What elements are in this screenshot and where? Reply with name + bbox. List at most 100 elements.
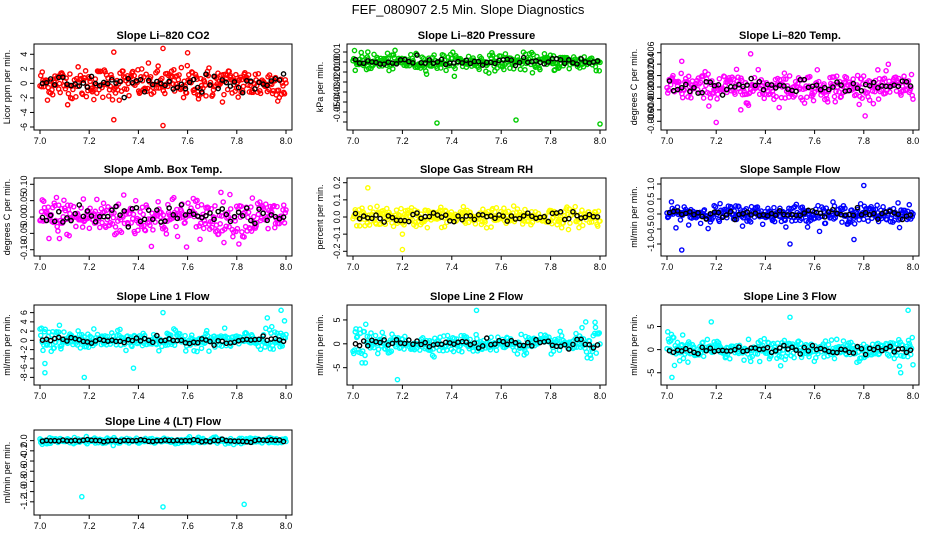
black-point bbox=[182, 212, 189, 218]
x-tick-label: 7.0 bbox=[661, 136, 674, 146]
data-point bbox=[132, 230, 138, 237]
data-point bbox=[384, 344, 391, 351]
black-point bbox=[280, 338, 287, 345]
panel-frame bbox=[346, 304, 607, 386]
data-point bbox=[130, 211, 137, 218]
x-tick-label: 7.4 bbox=[446, 262, 459, 272]
black-point bbox=[850, 350, 857, 356]
data-point bbox=[202, 339, 209, 346]
data-point bbox=[221, 325, 228, 331]
data-point bbox=[281, 220, 288, 226]
y-tick-label: 2 bbox=[19, 66, 29, 71]
data-point bbox=[155, 63, 161, 69]
black-point bbox=[406, 218, 412, 225]
data-point bbox=[113, 230, 120, 237]
x-tick-label: 7.4 bbox=[132, 521, 145, 531]
data-point bbox=[252, 71, 259, 78]
data-point bbox=[110, 214, 117, 221]
data-point bbox=[588, 355, 594, 362]
data-point bbox=[860, 216, 867, 223]
panel-title: Slope Amb. Box Temp. bbox=[104, 164, 223, 176]
data-point bbox=[175, 76, 182, 83]
black-point bbox=[276, 77, 283, 83]
x-tick-label: 7.0 bbox=[661, 391, 674, 401]
data-point bbox=[280, 83, 286, 89]
data-point bbox=[68, 332, 75, 339]
black-point bbox=[414, 52, 420, 58]
data-point bbox=[401, 346, 407, 352]
data-point bbox=[489, 52, 496, 58]
data-point bbox=[467, 336, 473, 343]
outlier-point bbox=[81, 374, 88, 381]
data-point bbox=[97, 224, 103, 231]
x-tick-label: 7.8 bbox=[858, 136, 871, 146]
data-point bbox=[901, 73, 907, 80]
black-point bbox=[239, 89, 246, 96]
data-point bbox=[582, 319, 589, 325]
data-point bbox=[848, 207, 855, 213]
black-point bbox=[732, 84, 738, 90]
data-point bbox=[37, 332, 44, 339]
black-point bbox=[133, 204, 140, 211]
outlier-point bbox=[592, 319, 598, 326]
x-tick-label: 7.2 bbox=[396, 136, 409, 146]
data-point bbox=[367, 204, 374, 211]
black-point bbox=[377, 215, 383, 222]
y-tick-label: 0.0 bbox=[332, 211, 342, 224]
black-point bbox=[500, 213, 506, 219]
y-tick-label: -0.8 bbox=[19, 474, 29, 490]
data-point bbox=[219, 99, 226, 105]
data-point bbox=[840, 338, 847, 344]
data-point bbox=[756, 91, 763, 98]
black-point bbox=[570, 341, 576, 348]
y-tick-label: -1.2 bbox=[19, 494, 29, 510]
data-point bbox=[875, 96, 882, 102]
data-point bbox=[597, 218, 603, 224]
data-point bbox=[160, 212, 167, 218]
black-point bbox=[776, 345, 783, 351]
data-point bbox=[747, 219, 754, 225]
x-tick-label: 8.0 bbox=[280, 391, 293, 401]
data-point bbox=[194, 348, 200, 355]
data-point bbox=[676, 79, 682, 86]
data-point bbox=[759, 221, 766, 228]
y-axis-label: degrees C per min. bbox=[629, 49, 639, 126]
data-point bbox=[832, 98, 839, 105]
data-point bbox=[462, 220, 469, 226]
data-point bbox=[83, 93, 90, 100]
data-point bbox=[178, 64, 185, 71]
black-point bbox=[92, 80, 99, 87]
data-point bbox=[685, 359, 691, 365]
outlier-point bbox=[241, 501, 247, 508]
y-tick-label: 0.00 bbox=[332, 53, 342, 71]
x-tick-label: 7.2 bbox=[710, 136, 723, 146]
data-point bbox=[721, 74, 728, 80]
black-point bbox=[280, 438, 287, 445]
data-point bbox=[592, 209, 599, 216]
black-point bbox=[582, 214, 589, 221]
y-tick-label: 0.006 bbox=[646, 41, 656, 64]
y-tick-label: 0.01 bbox=[332, 43, 342, 61]
black-point bbox=[529, 213, 535, 220]
data-point bbox=[793, 201, 800, 208]
data-point bbox=[99, 219, 105, 226]
data-point bbox=[283, 331, 289, 338]
data-point bbox=[814, 67, 821, 73]
y-tick-label: -0.006 bbox=[646, 109, 656, 135]
outlier-point bbox=[597, 121, 603, 127]
data-point bbox=[715, 339, 722, 346]
black-point bbox=[105, 80, 111, 87]
data-point bbox=[226, 68, 232, 75]
x-tick-label: 7.8 bbox=[544, 136, 557, 146]
panel-title: Slope Line 4 (LT) Flow bbox=[105, 416, 221, 428]
data-point bbox=[143, 71, 149, 78]
black-point bbox=[166, 205, 172, 211]
data-point bbox=[67, 210, 73, 217]
data-point bbox=[379, 329, 386, 336]
data-point bbox=[109, 221, 116, 227]
data-point bbox=[46, 235, 52, 242]
black-point bbox=[899, 216, 906, 223]
black-point bbox=[561, 60, 568, 67]
black-point bbox=[39, 214, 46, 221]
data-point bbox=[241, 234, 247, 240]
